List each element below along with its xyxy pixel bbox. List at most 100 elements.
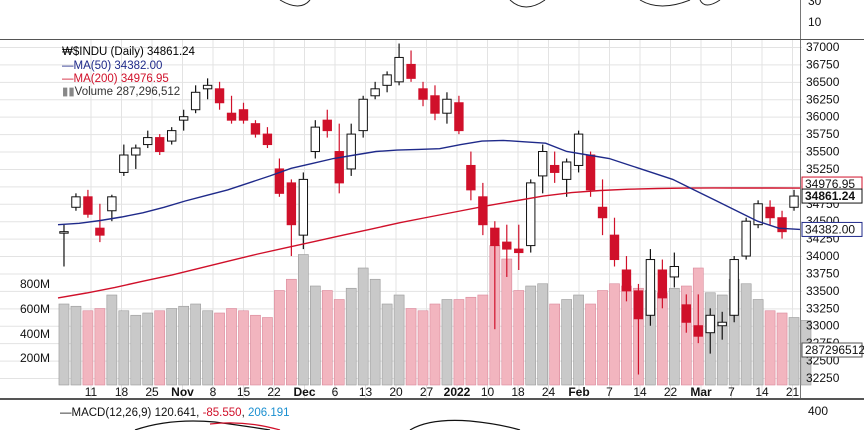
volume-bar	[465, 296, 477, 386]
candle-body	[442, 98, 452, 114]
candlesticks	[59, 43, 799, 375]
legend-volume: ▮▮Volume 287,296,512	[62, 86, 180, 98]
candle-body	[753, 203, 763, 226]
volume-bar	[776, 312, 788, 386]
volume-bar	[609, 283, 620, 386]
candle-body	[119, 154, 129, 173]
volume-bar	[716, 294, 728, 386]
candle-body	[681, 304, 691, 323]
volume-bar	[441, 299, 453, 386]
volume-bar	[58, 303, 70, 386]
price-tick: 35500	[806, 145, 840, 159]
badge-volume: 287296512	[801, 342, 864, 358]
date-tick: 7	[606, 385, 613, 399]
candle-body	[789, 195, 799, 208]
legend-ma50: —MA(50) 34382.00	[62, 60, 162, 72]
price-tick: 35250	[806, 162, 840, 176]
price-tick: 36000	[806, 110, 840, 124]
price-tick: 33000	[806, 319, 840, 333]
candle-body	[645, 259, 656, 316]
date-tick: 11	[85, 385, 98, 399]
candle-body	[729, 259, 739, 316]
volume-tick: 600M	[20, 302, 50, 316]
volume-bar	[321, 290, 333, 386]
volume-bar	[178, 305, 189, 386]
macd-line	[134, 420, 271, 430]
volume-bar	[369, 278, 381, 386]
macd-signal-line	[209, 422, 281, 430]
price-tick: 37000	[806, 40, 840, 54]
volume-bar	[262, 317, 273, 386]
macd-tick-400: 400	[808, 404, 828, 418]
volume-bar	[585, 303, 596, 386]
volume-bar	[501, 258, 513, 386]
volume-bar	[669, 287, 680, 386]
candle-body	[322, 119, 332, 132]
candle-body	[178, 116, 189, 121]
candle-body	[238, 109, 249, 121]
volume-bar	[333, 299, 345, 386]
candle-body	[741, 220, 751, 257]
date-tick: 8	[210, 385, 217, 399]
last-price-text: 34861.24	[147, 46, 196, 58]
volume-tick: 400M	[20, 327, 50, 341]
badge-text: 34382.00	[805, 222, 855, 236]
ma200-line	[57, 187, 801, 299]
legend-ma200: —MA(200) 34976.95	[62, 73, 169, 85]
price-tick: 36500	[806, 75, 840, 89]
volume-bar	[118, 310, 130, 386]
date-tick: 7	[728, 385, 735, 399]
volume-bar	[429, 303, 441, 386]
volume-bar	[309, 285, 321, 386]
candle-body	[538, 151, 548, 177]
price-tick: 36250	[806, 92, 840, 106]
candle-body	[466, 164, 476, 191]
volume-icon: ▮▮	[62, 86, 75, 98]
volume-bar	[477, 294, 489, 386]
badge-text: 34976.95	[805, 177, 855, 191]
volume-bar	[106, 294, 118, 386]
volume-bar	[381, 303, 393, 386]
price-tick: 33250	[806, 301, 840, 315]
volume-bar	[286, 278, 297, 386]
candle-body	[573, 133, 584, 166]
candle-body	[83, 196, 93, 215]
volume-bar	[274, 290, 285, 386]
date-tick: 10	[481, 385, 495, 399]
volume-bar	[525, 285, 537, 386]
candle-body	[202, 84, 213, 90]
date-tick: 22	[267, 385, 281, 399]
price-tick: 32250	[806, 371, 840, 385]
top-panel-bg	[0, 0, 800, 39]
macd-legend: —MACD(12,26,9) 120.641, -85.550, 206.191	[60, 407, 290, 419]
candle-body	[143, 137, 153, 146]
candle-body	[597, 206, 608, 219]
candle-body	[262, 133, 273, 146]
date-tick: 20	[389, 385, 403, 399]
date-tick: 2022	[444, 385, 471, 399]
candle-body	[609, 234, 620, 261]
volume-bar	[250, 314, 261, 386]
candle-body	[310, 126, 320, 153]
volume-bar	[94, 308, 106, 386]
candle-body	[286, 182, 297, 226]
candle-body	[765, 206, 775, 219]
candle-body	[334, 151, 344, 184]
price-tick: 33750	[806, 266, 840, 280]
date-tick: 6	[332, 385, 339, 399]
volume-bar	[561, 299, 572, 386]
volume-bar	[549, 303, 560, 386]
badge-last: 34861.24	[801, 188, 863, 204]
date-tick: 21	[786, 385, 800, 399]
badge-text: 34861.24	[805, 189, 855, 203]
date-tick: 24	[542, 385, 556, 399]
volume-bar	[142, 312, 154, 386]
date-tick: 14	[755, 385, 769, 399]
candle-body	[214, 88, 225, 104]
volume-bar	[226, 308, 237, 386]
date-tick: 18	[115, 385, 129, 399]
legend-title: ₩$INDU (Daily) 34861.24	[62, 46, 196, 58]
volume-bar	[740, 283, 752, 386]
